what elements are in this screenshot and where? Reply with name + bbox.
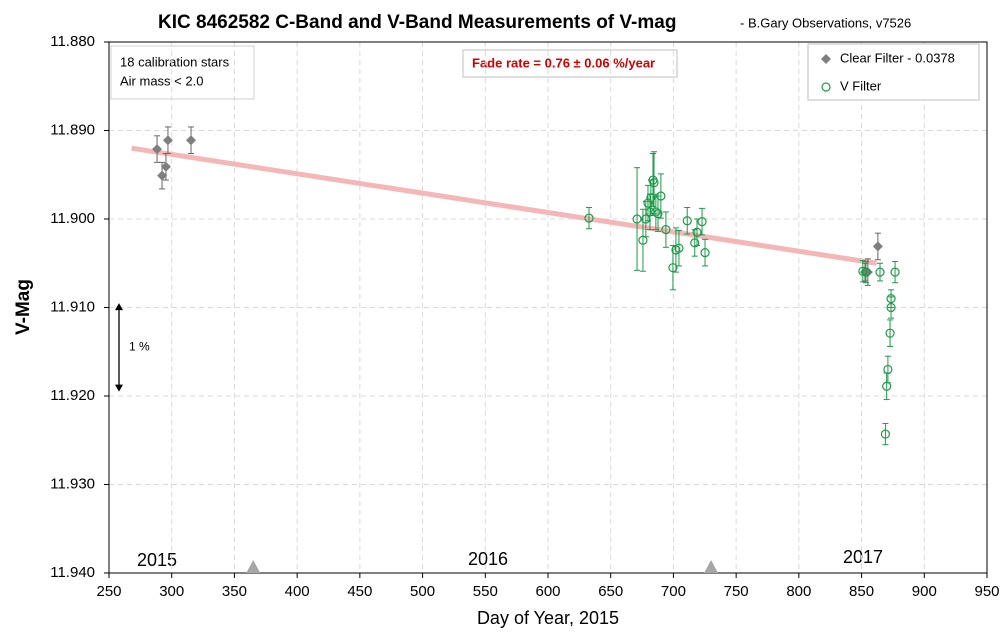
point: [638, 235, 648, 245]
point: [883, 364, 893, 375]
point: [651, 207, 661, 217]
legend-label: Clear Filter - 0.0378: [840, 50, 955, 65]
point: [653, 209, 663, 219]
year-label: 2015: [137, 550, 177, 570]
point: [661, 225, 671, 235]
point: [152, 144, 163, 155]
point: [690, 238, 700, 248]
x-tick-label: 500: [410, 583, 435, 600]
point: [875, 267, 885, 277]
point: [872, 241, 883, 252]
year-marker: [704, 560, 719, 573]
legend-marker: [821, 54, 831, 64]
point: [885, 328, 895, 338]
x-tick-label: 850: [849, 583, 874, 600]
x-tick-label: 400: [285, 583, 310, 600]
y-tick-label: 11.910: [50, 298, 95, 315]
y-tick-label: 11.930: [50, 475, 95, 492]
y-tick-label: 11.880: [50, 33, 95, 50]
point: [880, 429, 891, 439]
x-tick-label: 250: [96, 583, 121, 600]
y-axis-label: V-Mag: [13, 279, 34, 335]
notes-box: [110, 45, 255, 100]
x-tick-label: 550: [473, 583, 498, 600]
point: [632, 214, 642, 224]
arrow-head: [115, 384, 123, 392]
point: [674, 243, 684, 253]
x-tick-label: 800: [786, 583, 811, 600]
point: [649, 178, 659, 188]
plot-frame: [108, 41, 988, 574]
year-label: 2017: [843, 547, 883, 567]
fade-rate: Fade rate = 0.76 ± 0.06 %/year: [472, 55, 655, 70]
x-tick-label: 900: [912, 583, 937, 600]
point: [861, 267, 871, 277]
y-tick-label: 11.900: [50, 210, 95, 227]
point: [692, 227, 702, 237]
x-axis-label: Day of Year, 2015: [477, 608, 619, 628]
x-tick-label: 350: [222, 583, 247, 600]
y-tick-label: 11.940: [50, 564, 95, 581]
point: [646, 193, 656, 203]
point: [656, 191, 666, 201]
point: [643, 198, 653, 208]
arrow-head: [115, 303, 123, 311]
x-tick-label: 750: [724, 583, 749, 600]
x-tick-label: 450: [347, 583, 372, 600]
x-tick-label: 950: [974, 583, 999, 600]
x-tick-label: 700: [661, 583, 686, 600]
point: [886, 302, 896, 313]
y-tick-label: 11.920: [50, 387, 95, 404]
point: [641, 214, 651, 224]
fade-rate-box: [462, 49, 678, 78]
chart-title: KIC 8462582 C-Band and V-Band Measuremen…: [158, 12, 676, 33]
legend-box: [807, 43, 980, 101]
note: 18 calibration stars: [120, 54, 230, 69]
point: [890, 267, 900, 277]
point: [700, 248, 710, 258]
legend-label: V Filter: [840, 78, 882, 93]
point: [886, 294, 896, 304]
x-tick-label: 300: [159, 583, 184, 600]
scale-label: 1 %: [129, 339, 150, 353]
point: [160, 161, 171, 172]
legend-marker: [821, 82, 831, 92]
point: [162, 135, 173, 146]
point: [882, 381, 892, 391]
year-label: 2016: [468, 549, 508, 569]
note: Air mass < 2.0: [120, 73, 203, 88]
chart-subtitle: - B.Gary Observations, v7526: [740, 15, 911, 30]
trend-line: [131, 145, 878, 266]
point: [682, 216, 692, 226]
point: [186, 135, 197, 146]
year-marker: [246, 560, 261, 573]
x-tick-label: 600: [535, 583, 560, 600]
point: [668, 263, 678, 273]
x-tick-label: 650: [598, 583, 623, 600]
point: [157, 170, 168, 181]
y-tick-label: 11.890: [50, 121, 95, 138]
point: [584, 213, 594, 223]
point: [697, 217, 707, 227]
